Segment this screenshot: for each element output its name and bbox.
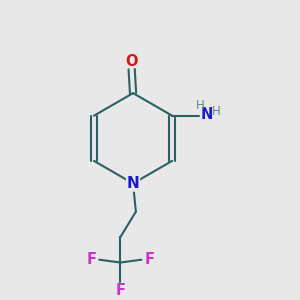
Text: O: O bbox=[125, 54, 138, 69]
Text: N: N bbox=[201, 107, 213, 122]
Text: H: H bbox=[196, 99, 205, 112]
Text: N: N bbox=[127, 176, 140, 191]
Text: H: H bbox=[212, 105, 220, 118]
Text: F: F bbox=[116, 283, 125, 298]
Text: F: F bbox=[86, 252, 96, 267]
Text: F: F bbox=[144, 252, 154, 267]
